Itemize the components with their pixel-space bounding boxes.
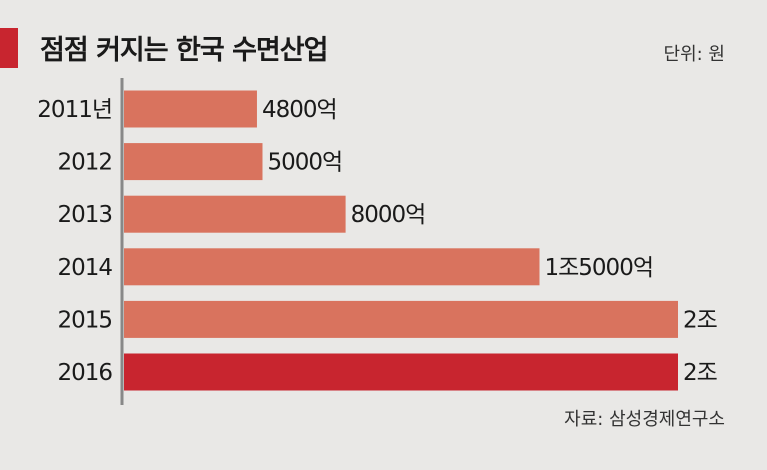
category-label: 2013: [57, 202, 112, 228]
data-label: 5000억: [268, 150, 343, 176]
title-accent-bar: [0, 28, 18, 68]
data-label: 2조: [683, 360, 717, 386]
data-label: 8000억: [351, 202, 426, 228]
chart-title: 점점 커지는 한국 수면산업: [40, 35, 328, 66]
bar-0: [124, 90, 257, 128]
source-note: 자료: 삼성경제연구소: [564, 409, 725, 430]
category-label: 2011년: [37, 97, 112, 123]
data-label: 1조5000억: [545, 255, 654, 281]
data-label: 2조: [683, 307, 717, 333]
category-label: 2014: [57, 255, 112, 281]
data-label: 4800억: [262, 97, 337, 123]
unit-label: 단위: 원: [663, 44, 725, 65]
category-label: 2015: [57, 307, 112, 333]
bar-4: [124, 300, 678, 338]
bar-2: [124, 195, 346, 233]
bar-3: [124, 248, 540, 286]
category-label: 2016: [57, 360, 112, 386]
bar-5: [124, 353, 678, 391]
category-label: 2012: [57, 150, 112, 176]
bar-1: [124, 143, 263, 181]
